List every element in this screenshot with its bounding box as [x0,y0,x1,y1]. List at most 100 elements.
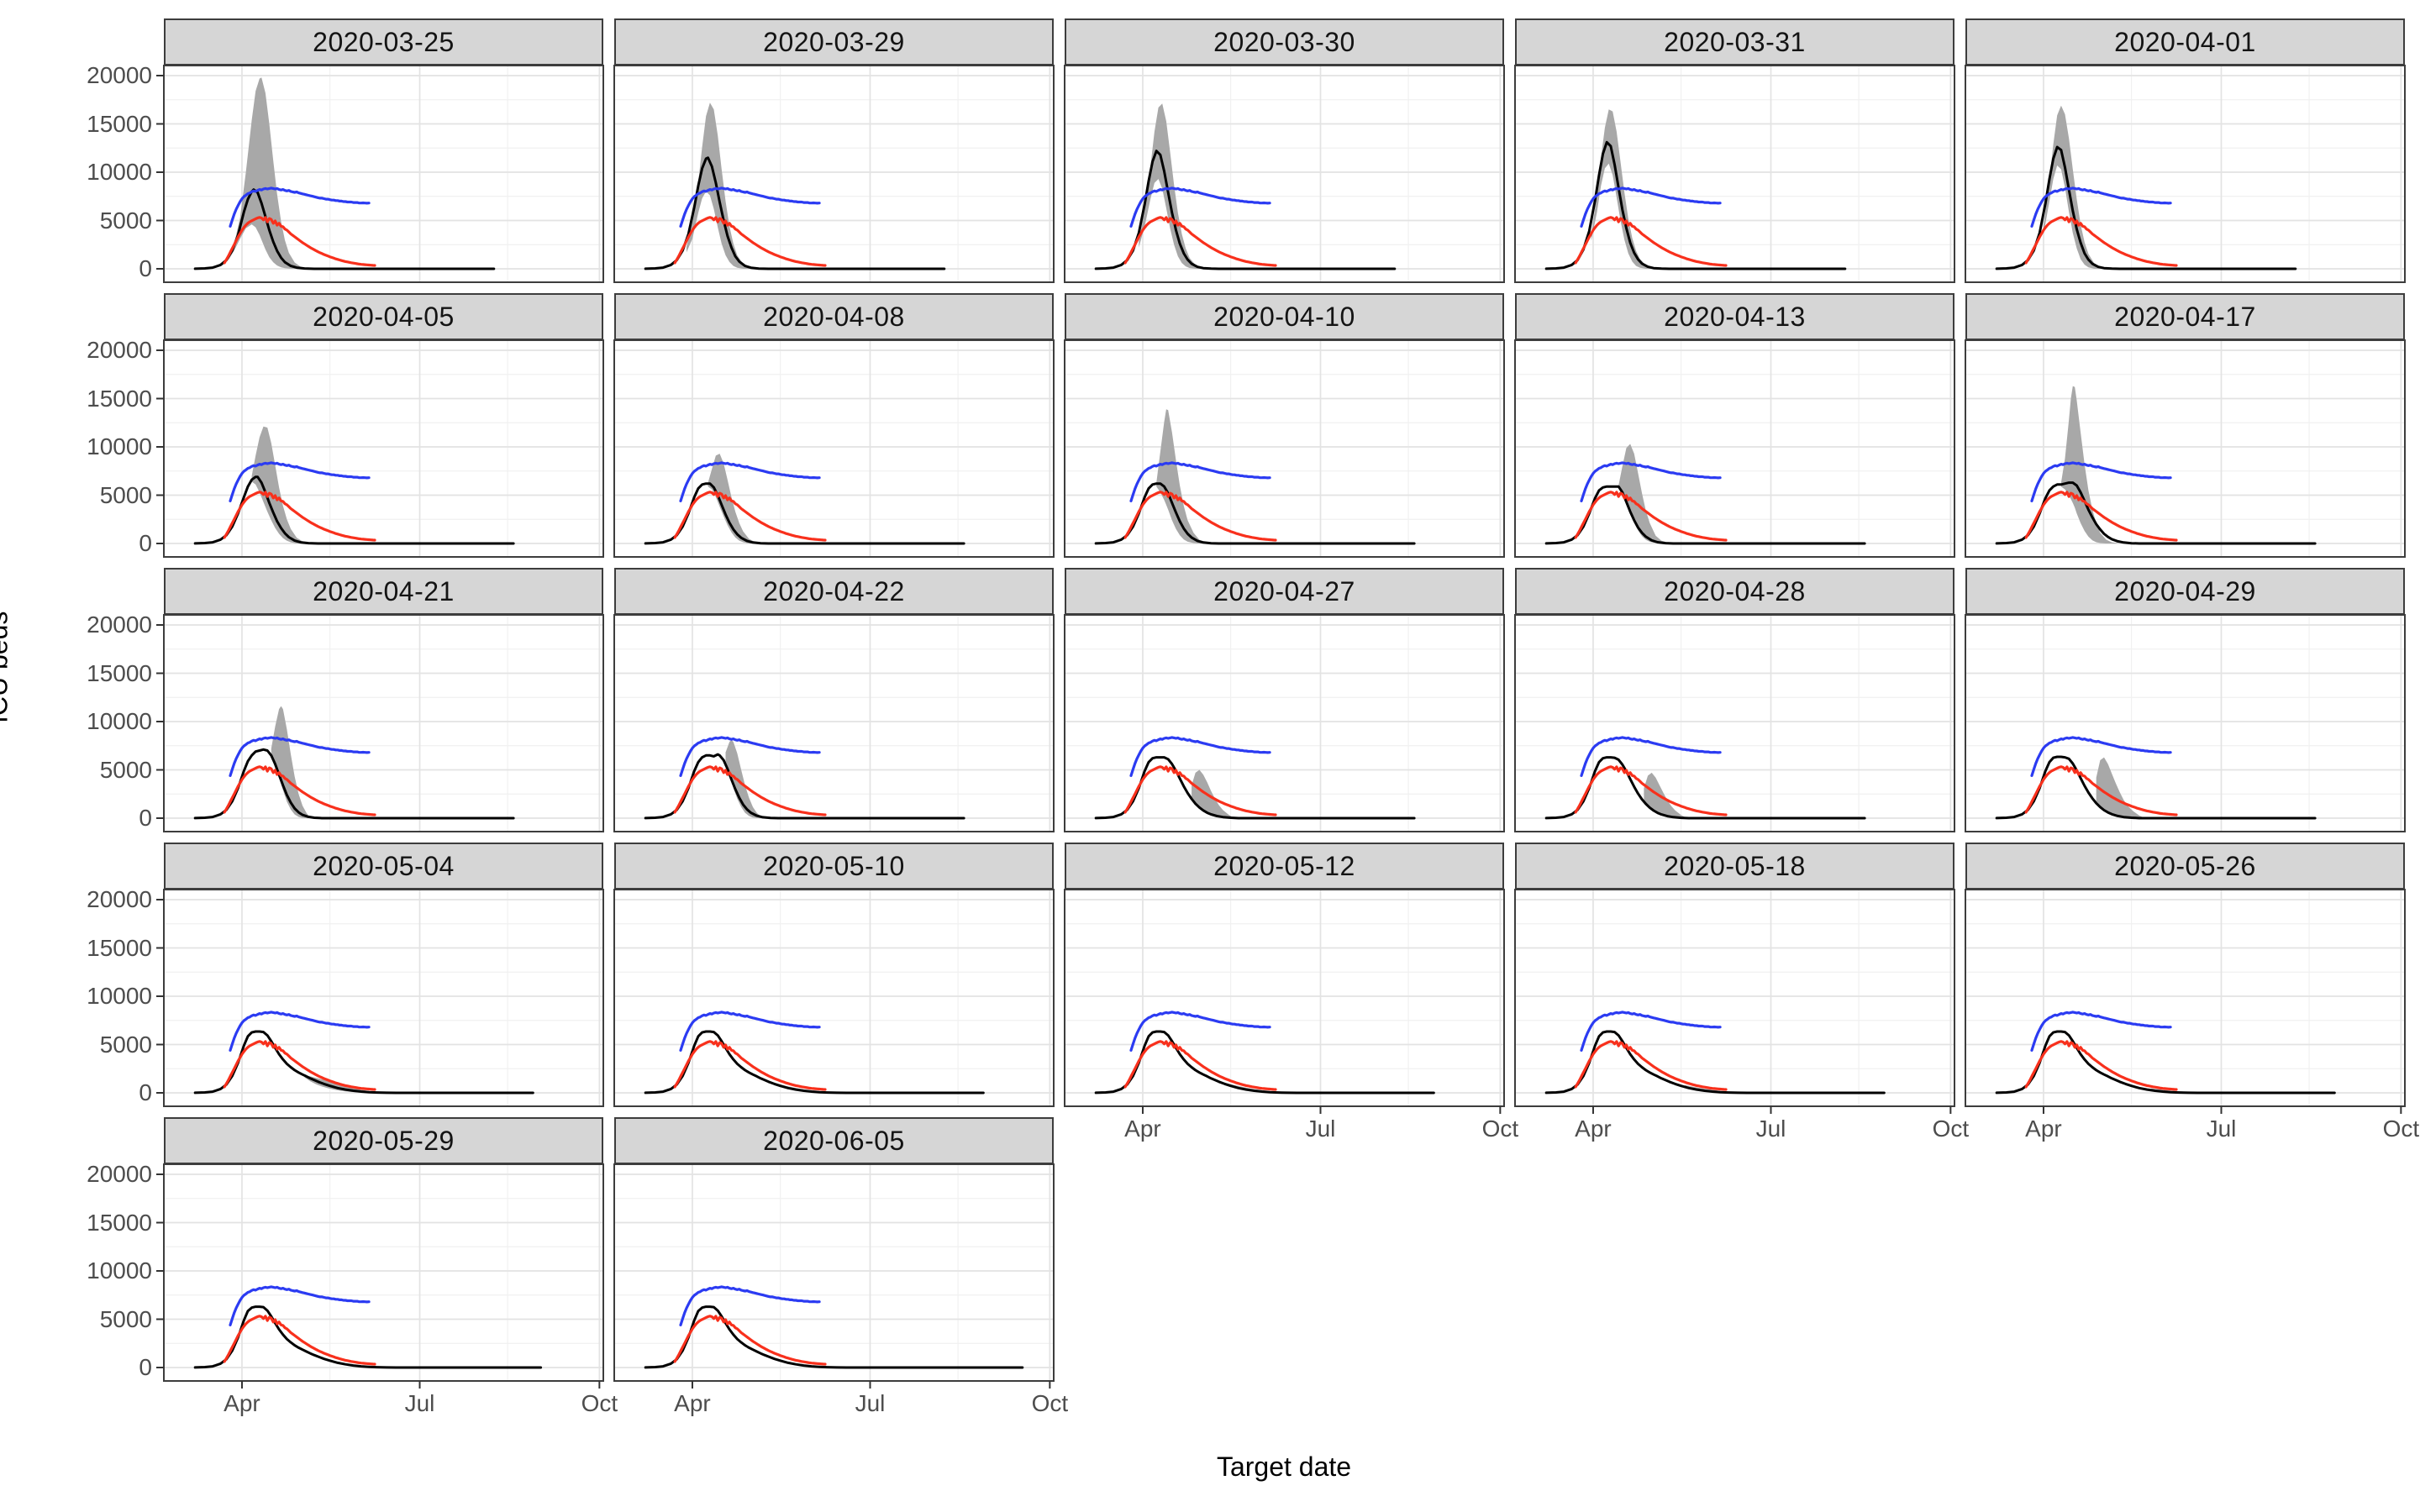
facet-strip: 2020-04-10 [1065,293,1504,340]
panel-background [614,1164,1054,1381]
observed-red-line [1123,216,1277,267]
facet-panel-plot [1514,889,1955,1114]
y-tick-label: 10000 [87,708,152,734]
observed-red-line [223,491,376,542]
panel-background [614,890,1054,1106]
observed-red-line [673,1040,827,1091]
y-tick-label: 20000 [87,612,152,638]
facet-strip: 2020-04-13 [1515,293,1954,340]
y-axis-title: ICU beds [0,611,13,723]
panel-background [1515,340,1954,557]
facet-strip: 2020-04-27 [1065,568,1504,615]
forecast-interval-ribbon [687,102,765,269]
observed-red-line [223,1315,376,1366]
observed-red-line [223,765,376,816]
y-tick-label: 10000 [87,983,152,1009]
y-tick-label: 5000 [99,207,152,234]
panel-background [164,340,603,557]
forecast-interval-ribbon [1156,409,1215,543]
observed-blue-line [2030,736,2172,777]
facet-strip: 2020-04-29 [1965,568,2405,615]
panel-border [613,65,1055,283]
observed-blue-line [1129,736,1271,777]
panel-border [1064,65,1505,283]
y-tick-label: 15000 [87,385,152,412]
forecast-interval-ribbon [251,426,318,543]
y-tick-label: 0 [139,1354,152,1380]
observed-blue-line [1580,461,1722,502]
panel-border [1965,614,2406,832]
forecast-median-line [1995,755,2317,820]
facet-panel-plot [156,339,604,558]
x-tick-label: Oct [1481,1116,1519,1142]
y-tick-label: 5000 [99,1305,152,1332]
observed-blue-line [679,461,821,502]
observed-red-line [1123,1040,1277,1091]
x-axis-title: Target date [1216,1452,1352,1482]
panel-background [1515,615,1954,832]
panel-border [1064,339,1505,558]
panel-border [1514,889,1955,1107]
observed-red-line [2024,1040,2178,1091]
panel-background [164,1164,603,1381]
facet-panel-plot [1064,889,1505,1114]
panel-border [613,339,1055,558]
observed-blue-line [1129,186,1271,228]
panel-background [614,340,1054,557]
forecast-interval-ribbon [271,706,311,818]
x-tick-label: Apr [674,1390,711,1416]
forecast-interval-ribbon [2044,105,2116,269]
panel-border [1965,65,2406,283]
observed-red-line [1574,216,1728,267]
facet-panel-plot [1064,65,1505,283]
observed-red-line [673,1315,827,1366]
facet-strip: 2020-05-18 [1515,843,1954,890]
observed-red-line [1574,1040,1728,1091]
facet-strip: 2020-05-26 [1965,843,2405,890]
facet-strip: 2020-03-30 [1065,18,1504,66]
observed-blue-line [2030,1011,2172,1052]
facet-strip: 2020-06-05 [614,1117,1054,1164]
panel-border [1965,339,2406,558]
x-tick-label: Jul [2206,1116,2237,1142]
observed-blue-line [679,1011,821,1052]
observed-blue-line [1129,1011,1271,1052]
panel-background [1965,615,2405,832]
observed-red-line [673,491,827,542]
panel-background [614,66,1054,282]
y-tick-label: 15000 [87,934,152,961]
panel-border [163,339,604,558]
x-tick-label: Oct [1932,1116,1970,1142]
panel-border [163,614,604,832]
facet-strip: 2020-04-08 [614,293,1054,340]
observed-red-line [2024,491,2178,542]
observed-blue-line [2030,461,2172,502]
observed-blue-line [679,1285,821,1326]
facet-strip: 2020-04-22 [614,568,1054,615]
y-tick-label: 5000 [99,1031,152,1058]
observed-blue-line [1129,461,1271,502]
facet-panel-plot [156,1163,604,1389]
observed-blue-line [229,186,371,228]
facet-strip: 2020-04-01 [1965,18,2405,66]
y-tick-label: 5000 [99,756,152,783]
panel-border [163,1163,604,1382]
observed-red-line [2024,216,2178,267]
panel-background [1515,890,1954,1106]
y-tick-label: 0 [139,805,152,831]
y-tick-label: 10000 [87,433,152,459]
y-tick-label: 20000 [87,886,152,912]
y-tick-label: 15000 [87,659,152,686]
observed-blue-line [229,1011,371,1052]
facet-panel-plot [156,614,604,832]
facet-panel-plot [156,889,604,1107]
facet-strip: 2020-03-31 [1515,18,1954,66]
panel-background [1965,66,2405,282]
x-tick-label: Apr [1575,1116,1612,1142]
observed-red-line [2024,765,2178,816]
observed-blue-line [229,736,371,777]
y-tick-label: 20000 [87,337,152,363]
facet-strip: 2020-05-12 [1065,843,1504,890]
facet-strip: 2020-05-04 [164,843,603,890]
forecast-interval-ribbon [2060,386,2120,543]
